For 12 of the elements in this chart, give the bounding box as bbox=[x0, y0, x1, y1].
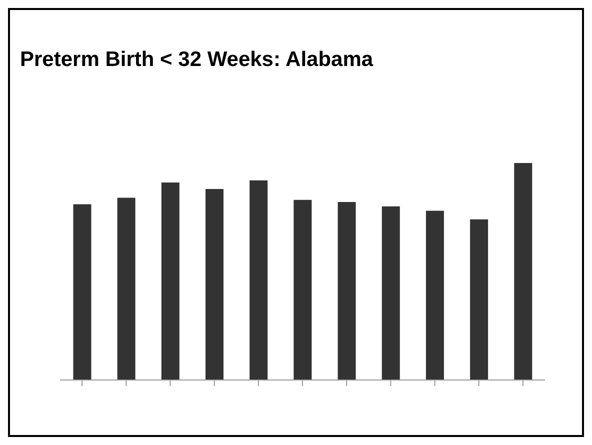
bar bbox=[338, 202, 356, 380]
bar bbox=[250, 180, 268, 380]
chart-title: Preterm Birth < 32 Weeks: Alabama bbox=[20, 48, 374, 72]
bar bbox=[117, 198, 136, 380]
bar bbox=[73, 204, 92, 380]
bar bbox=[161, 182, 180, 380]
bar bbox=[514, 163, 532, 380]
bar bbox=[206, 189, 224, 380]
bar bbox=[470, 219, 488, 380]
bar bbox=[294, 200, 312, 380]
bar bbox=[382, 206, 400, 380]
bar bbox=[426, 210, 444, 380]
